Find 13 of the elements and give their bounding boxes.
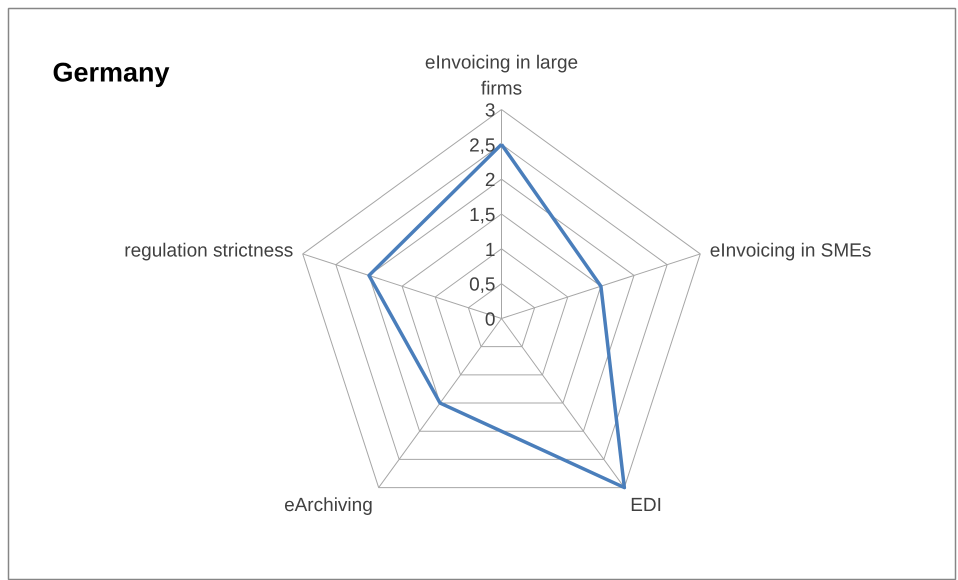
- spoke-label: eInvoicing in large firms: [424, 52, 578, 100]
- y-tick-label: 0: [484, 310, 496, 330]
- y-tick-label: 1,5: [469, 205, 496, 226]
- spoke-label: eArchiving: [284, 495, 373, 516]
- y-tick-label: 2: [484, 170, 496, 192]
- spoke-label: regulation strictness: [124, 240, 294, 262]
- y-tick-label: 1: [484, 240, 496, 261]
- chart-title: Germany: [52, 58, 170, 88]
- spoke-label: EDI: [630, 495, 662, 516]
- y-tick-label: 2,5: [469, 135, 496, 156]
- y-tick-label: 3: [484, 100, 496, 122]
- spoke-label: eInvoicing in SMEs: [710, 240, 872, 262]
- y-tick-label: 0,5: [469, 274, 496, 296]
